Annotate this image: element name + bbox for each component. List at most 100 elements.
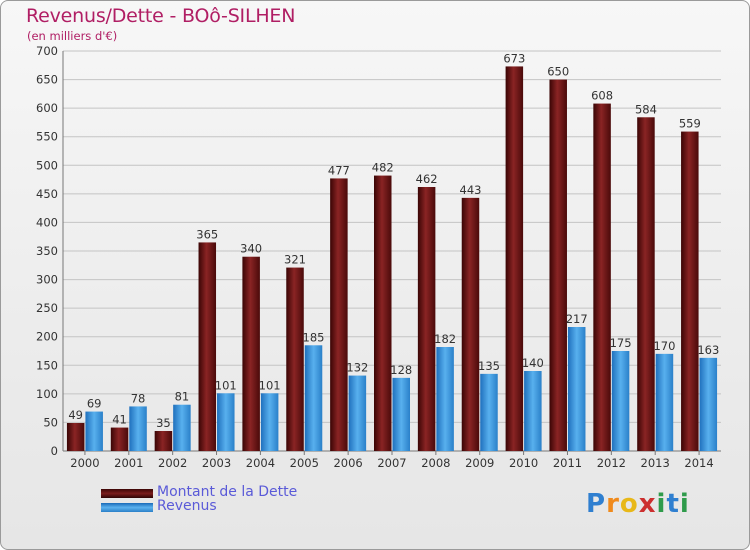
bar-debt — [461, 197, 480, 451]
x-tick-label: 2003 — [202, 456, 231, 470]
chart-subtitle: (en milliers d'€) — [27, 29, 118, 43]
data-label-debt: 340 — [240, 242, 262, 256]
logo-letter: o — [619, 489, 639, 519]
y-tick-label: 200 — [36, 330, 58, 344]
bar-debt — [242, 256, 260, 451]
data-label-debt: 482 — [372, 161, 394, 175]
bar-debt — [505, 66, 524, 451]
x-tick-label: 2013 — [641, 456, 670, 470]
data-label-revenus: 170 — [653, 339, 675, 353]
data-label-debt: 608 — [591, 89, 613, 103]
data-label-revenus: 182 — [434, 332, 456, 346]
logo-letter: r — [606, 489, 620, 519]
x-tick-label: 2000 — [70, 456, 99, 470]
y-tick-label: 350 — [36, 244, 58, 258]
bar-debt — [637, 117, 655, 452]
y-tick-label: 450 — [36, 187, 58, 201]
data-label-revenus: 78 — [131, 391, 146, 405]
bar-revenus — [260, 393, 279, 451]
bar-revenus — [480, 373, 498, 451]
x-tick-label: 2007 — [377, 456, 406, 470]
data-label-debt: 41 — [112, 413, 127, 427]
data-label-revenus: 140 — [522, 356, 544, 370]
bar-debt — [549, 79, 567, 452]
x-tick-label: 2002 — [158, 456, 187, 470]
data-label-debt: 559 — [679, 117, 701, 131]
x-tick-label: 2004 — [246, 456, 275, 470]
y-tick-label: 150 — [36, 358, 58, 372]
bar-revenus — [85, 411, 103, 451]
bar-debt — [198, 242, 217, 451]
data-label-revenus: 101 — [259, 378, 281, 392]
logo-letter: i — [656, 489, 667, 519]
y-tick-label: 100 — [36, 387, 58, 401]
data-label-debt: 321 — [284, 253, 306, 267]
x-tick-label: 2005 — [290, 456, 319, 470]
x-tick-label: 2009 — [465, 456, 494, 470]
bar-revenus — [436, 347, 454, 451]
bar-revenus — [611, 351, 630, 451]
y-tick-label: 0 — [51, 444, 58, 458]
bar-revenus — [392, 377, 410, 451]
x-tick-label: 2010 — [509, 456, 538, 470]
chart-title: Revenus/Dette - BOô-SILHEN — [26, 5, 296, 27]
data-label-debt: 477 — [328, 163, 350, 177]
bar-debt — [110, 427, 129, 451]
data-label-debt: 650 — [547, 65, 569, 79]
data-label-revenus: 135 — [478, 359, 500, 373]
x-tick-label: 2011 — [553, 456, 582, 470]
x-tick-label: 2001 — [114, 456, 143, 470]
data-label-revenus: 185 — [303, 330, 325, 344]
bar-debt — [154, 431, 173, 451]
y-tick-label: 500 — [36, 158, 58, 172]
bar-revenus — [173, 404, 191, 451]
y-tick-label: 700 — [36, 44, 58, 58]
data-label-debt: 673 — [503, 51, 525, 65]
y-tick-label: 300 — [36, 273, 58, 287]
x-tick-label: 2006 — [333, 456, 362, 470]
proxiti-logo: Proxiti — [586, 489, 690, 519]
y-tick-label: 250 — [36, 301, 58, 315]
y-tick-label: 600 — [36, 101, 58, 115]
bar-revenus — [304, 345, 323, 451]
data-label-revenus: 132 — [346, 361, 368, 375]
data-label-debt: 35 — [156, 416, 171, 430]
data-label-revenus: 217 — [566, 312, 588, 326]
bar-debt — [593, 103, 611, 452]
logo-letter: i — [679, 489, 690, 519]
logo-letter: x — [638, 489, 657, 519]
bar-debt — [330, 178, 348, 451]
bar-revenus — [129, 406, 147, 451]
data-label-revenus: 69 — [87, 397, 102, 411]
data-label-revenus: 101 — [215, 378, 237, 392]
y-tick-label: 650 — [36, 73, 58, 87]
data-label-debt: 365 — [196, 227, 218, 241]
y-tick-label: 400 — [36, 215, 58, 229]
x-tick-label: 2008 — [421, 456, 450, 470]
legend-swatch-debt — [101, 489, 153, 498]
bar-revenus — [217, 393, 235, 451]
legend-swatch-revenus — [101, 503, 153, 512]
data-label-debt: 584 — [635, 102, 657, 116]
data-label-debt: 443 — [460, 183, 482, 197]
data-label-revenus: 81 — [175, 390, 190, 404]
x-tick-label: 2014 — [684, 456, 713, 470]
y-tick-label: 50 — [43, 415, 58, 429]
bar-revenus — [348, 375, 367, 451]
data-label-revenus: 128 — [390, 363, 412, 377]
bar-revenus — [567, 327, 586, 451]
bar-revenus — [699, 357, 718, 451]
logo-letter: t — [666, 489, 680, 519]
bar-debt — [681, 131, 699, 452]
data-label-revenus: 163 — [697, 343, 719, 357]
x-tick-label: 2012 — [597, 456, 626, 470]
data-label-debt: 49 — [68, 408, 83, 422]
legend-label-revenus: Revenus — [157, 498, 217, 514]
bar-debt — [417, 187, 436, 451]
data-label-revenus: 175 — [610, 336, 632, 350]
bar-debt — [286, 267, 304, 451]
bar-revenus — [655, 353, 674, 451]
bar-debt — [66, 423, 85, 451]
